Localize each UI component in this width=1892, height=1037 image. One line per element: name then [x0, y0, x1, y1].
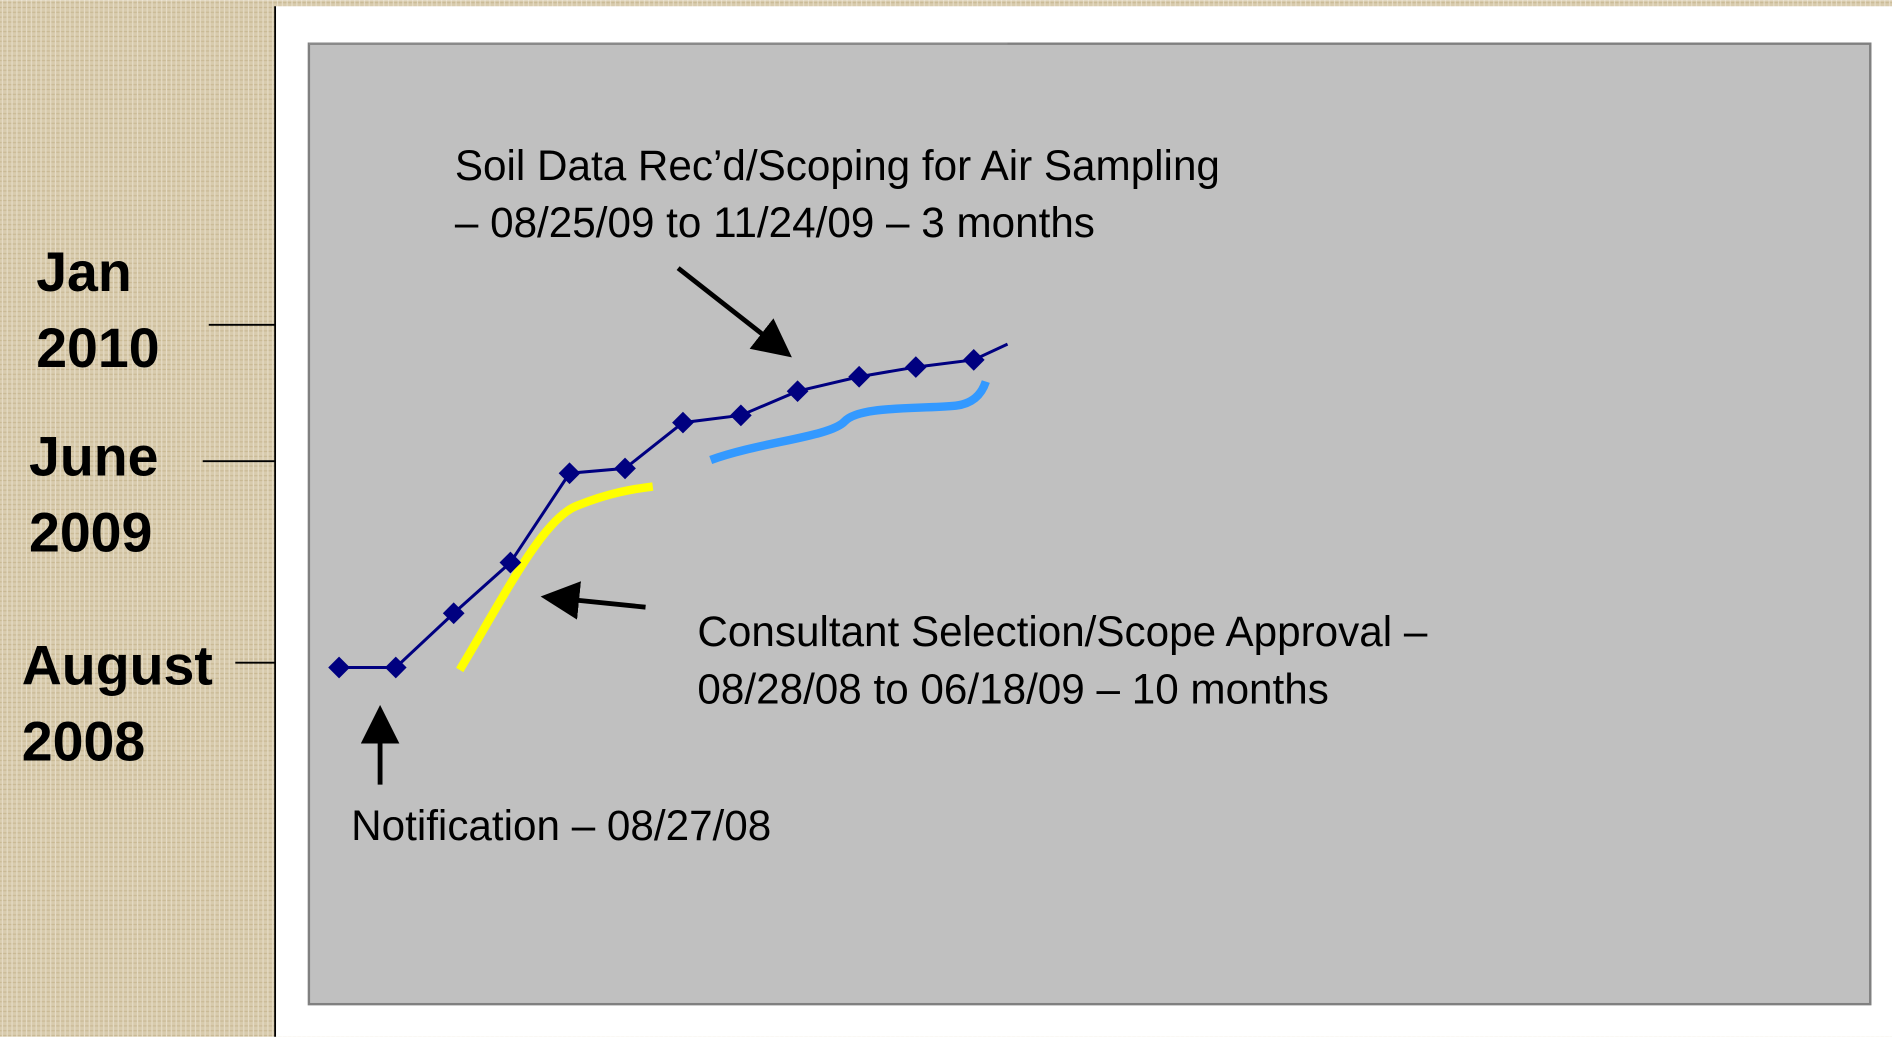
plot-area [307, 42, 1872, 1006]
timeline-marker [614, 457, 636, 480]
arrow [540, 581, 646, 620]
timeline-marker [499, 551, 522, 574]
timeline-marker [328, 656, 350, 679]
annotation: Notification – 08/27/08 [351, 802, 771, 849]
timeline-marker [442, 602, 465, 625]
highlight-yellow [456, 482, 654, 673]
timeline-marker [730, 404, 752, 427]
annotation: Soil Data Rec’d/Scoping for Air Sampling… [455, 142, 1232, 246]
arrow [676, 266, 792, 358]
timeline-marker [558, 462, 581, 485]
time-label: Jan 2010 [36, 241, 159, 379]
timeline [328, 342, 1009, 679]
annotation: Consultant Selection/Scope Approval – 08… [697, 608, 1439, 713]
highlight-blue [709, 380, 990, 464]
timeline-marker [962, 348, 985, 371]
timeline-marker [672, 411, 694, 434]
time-label: August 2008 [22, 634, 229, 772]
timeline-marker [848, 365, 870, 388]
time-label: June 2009 [29, 426, 174, 564]
